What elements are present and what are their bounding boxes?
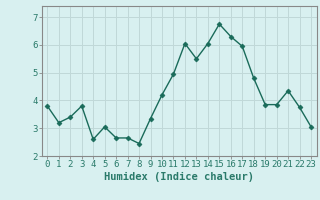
X-axis label: Humidex (Indice chaleur): Humidex (Indice chaleur) [104, 172, 254, 182]
